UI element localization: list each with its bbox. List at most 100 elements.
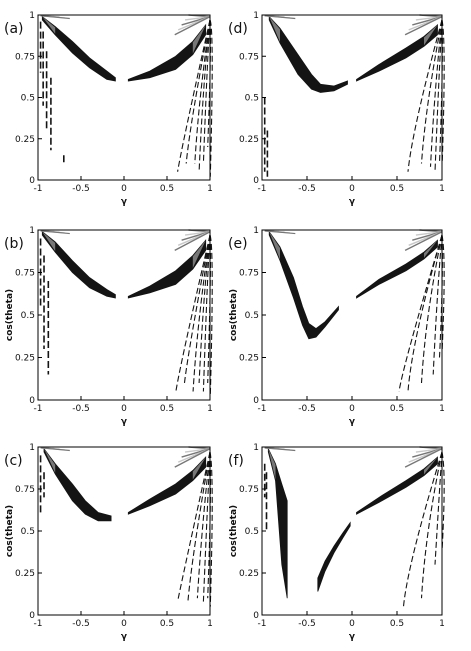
x-tick-label: 1 [439, 184, 445, 194]
x-tick-label: 1 [439, 619, 445, 629]
y-tick-label: 0.5 [21, 311, 35, 321]
right-streak [441, 451, 445, 548]
y-tick-label: 0 [29, 396, 35, 406]
x-tick-label: 0 [349, 404, 355, 414]
right-streak [441, 19, 445, 164]
right-streak [183, 234, 211, 384]
x-tick-label: -0.5 [298, 404, 316, 414]
right-streak [198, 235, 211, 384]
right-band-highlight [424, 457, 438, 475]
left-band [41, 230, 116, 299]
x-axis-label: γ [349, 417, 355, 427]
right-streak [398, 234, 443, 392]
right-streak [192, 235, 211, 392]
y-tick-label: 0.75 [15, 52, 35, 62]
left-ray [264, 447, 296, 452]
right-streak [402, 451, 443, 607]
x-tick-label: 0 [349, 619, 355, 629]
right-band-highlight [424, 24, 438, 46]
y-tick-label: 0 [29, 611, 35, 621]
y-axis-label: cos(theta) [5, 505, 15, 557]
right-streak [177, 19, 211, 172]
y-tick-label: 0.75 [15, 269, 35, 279]
right-band-highlight [192, 457, 206, 480]
left-band [43, 447, 112, 522]
panel-label: (e) [228, 236, 248, 252]
right-ray [404, 16, 443, 36]
panel-label: (a) [4, 21, 24, 37]
x-tick-label: -1 [258, 404, 267, 414]
y-axis-label: cos(theta) [5, 289, 15, 341]
x-axis-label: γ [121, 632, 127, 642]
x-axis-label: γ [121, 197, 127, 207]
right-band [127, 456, 207, 515]
x-tick-label: -1 [34, 404, 43, 414]
plot-frame [261, 229, 443, 401]
right-streak [407, 234, 443, 392]
right-ray [174, 231, 211, 252]
panel-2: -1 -0.5 0 0.5 1 0 0.25 0.5 0.75 1 γ (d) [228, 11, 445, 207]
right-band-highlight [424, 240, 438, 258]
x-tick-label: 0.5 [160, 184, 174, 194]
panel-label: (f) [228, 453, 244, 469]
y-tick-label: 0.5 [21, 527, 35, 537]
y-axis-label: cos(theta) [229, 505, 239, 557]
y-axis-label: cos(theta) [229, 289, 239, 341]
y-tick-label: 1 [253, 443, 259, 453]
x-tick-label: 1 [439, 404, 445, 414]
left-band-highlight [42, 231, 56, 252]
x-tick-label: 1 [207, 619, 213, 629]
x-axis-label: γ [349, 632, 355, 642]
left-ray [264, 15, 296, 20]
y-tick-label: 1 [253, 226, 259, 236]
x-tick-label: -0.5 [72, 184, 90, 194]
x-tick-label: -1 [258, 619, 267, 629]
right-streak [420, 451, 443, 599]
panel-1: -1 -0.5 0 0.5 1 0 0.25 0.5 0.75 1 γ (a) [4, 11, 213, 207]
y-tick-label: 0.5 [21, 94, 35, 104]
right-streak [420, 234, 443, 384]
x-tick-label: 0 [121, 184, 127, 194]
right-streak [407, 19, 443, 172]
right-streak [441, 234, 445, 350]
y-tick-label: 0 [253, 176, 259, 186]
x-tick-label: -0.5 [72, 404, 90, 414]
x-tick-label: 0.5 [160, 404, 174, 414]
y-tick-label: 0.5 [245, 527, 259, 537]
x-axis-label: γ [121, 417, 127, 427]
panel-label: (d) [228, 21, 248, 37]
right-streak [202, 452, 211, 602]
y-tick-label: 0.75 [239, 52, 259, 62]
right-streak [185, 19, 211, 164]
right-band [127, 23, 207, 82]
y-tick-label: 0.25 [15, 135, 35, 145]
right-streak [434, 452, 443, 565]
x-tick-label: 0.5 [160, 619, 174, 629]
x-tick-label: -0.5 [298, 619, 316, 629]
panel-3: -1 -0.5 0 0.5 1 0 0.25 0.5 0.75 1 γ cos(theta) (b) [4, 226, 213, 427]
x-tick-label: -1 [34, 184, 43, 194]
y-tick-label: 0.25 [239, 569, 259, 579]
y-tick-label: 1 [253, 11, 259, 21]
left-band-highlight [268, 448, 276, 480]
right-streak [432, 235, 443, 375]
right-ray [174, 16, 211, 36]
right-streak [429, 19, 443, 167]
left-band [267, 448, 288, 599]
y-tick-label: 0.25 [15, 569, 35, 579]
right-streak [177, 451, 211, 602]
y-tick-label: 0 [253, 611, 259, 621]
right-streak [209, 234, 213, 397]
y-tick-label: 1 [29, 226, 35, 236]
y-tick-label: 0 [29, 176, 35, 186]
panel-6: -1 -0.5 0 0.5 1 0 0.25 0.5 0.75 1 γ cos(theta) (f) [228, 443, 445, 642]
right-streak [434, 19, 443, 172]
left-band [268, 15, 348, 93]
right-streak [194, 19, 211, 164]
x-tick-label: -0.5 [72, 619, 90, 629]
left-ray [40, 447, 70, 452]
panel-label: (c) [4, 453, 23, 469]
right-band [356, 239, 438, 299]
plot-frame [261, 446, 443, 616]
